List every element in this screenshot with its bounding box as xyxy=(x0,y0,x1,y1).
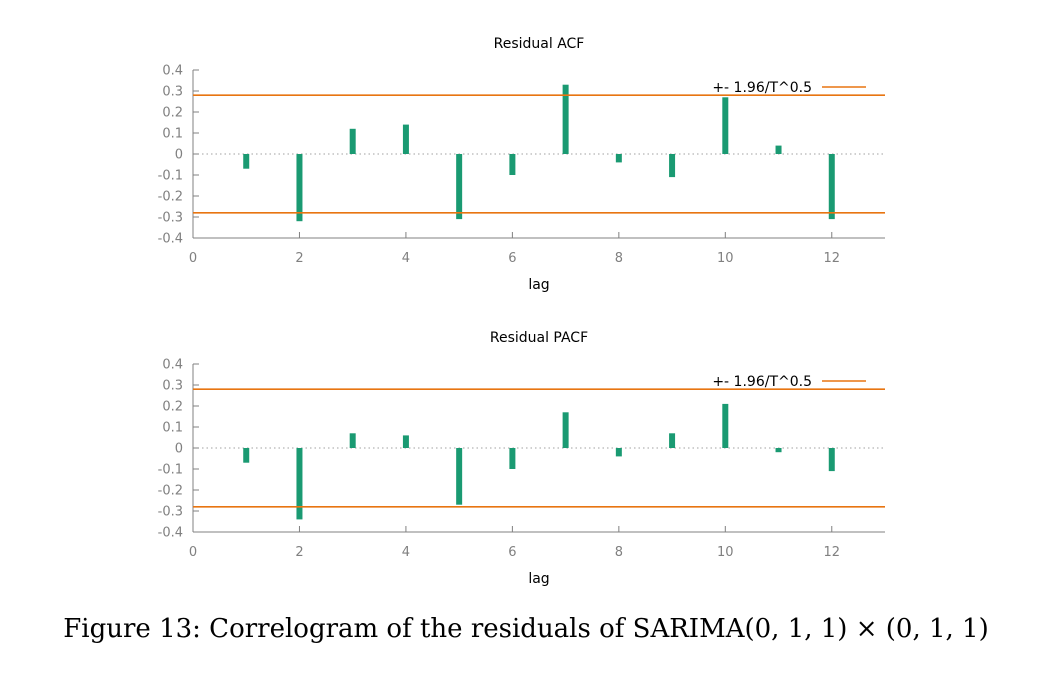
y-tick-label: -0.4 xyxy=(158,232,183,247)
x-tick-label: 10 xyxy=(717,545,734,560)
figure-caption: Figure 13: Correlogram of the residuals … xyxy=(63,614,989,644)
x-tick-label: 10 xyxy=(717,251,734,266)
acf-bar-lag-7 xyxy=(562,412,569,448)
x-tick-label: 8 xyxy=(615,251,623,266)
x-tick-label: 6 xyxy=(508,545,516,560)
acf-bar-lag-11 xyxy=(775,145,782,154)
y-tick-label: -0.1 xyxy=(158,169,183,184)
acf-bar-lag-9 xyxy=(669,154,676,178)
y-tick-label: -0.3 xyxy=(158,505,183,520)
x-tick-label: 2 xyxy=(295,251,303,266)
chart-title: Residual PACF xyxy=(490,330,588,346)
acf-bar-lag-2 xyxy=(296,448,303,520)
acf-bar-lag-3 xyxy=(349,433,356,448)
y-tick-label: 0.1 xyxy=(162,127,183,142)
acf-bar-lag-1 xyxy=(243,154,250,169)
y-tick-label: 0.1 xyxy=(162,421,183,436)
acf-bar-lag-9 xyxy=(669,433,676,448)
acf-bar-lag-6 xyxy=(509,448,516,469)
y-tick-label: -0.2 xyxy=(158,484,183,499)
x-tick-label: 4 xyxy=(402,251,410,266)
y-tick-label: -0.3 xyxy=(158,211,183,226)
acf-bar-lag-3 xyxy=(349,128,356,154)
y-tick-label: 0.3 xyxy=(162,379,183,394)
acf-bar-lag-4 xyxy=(402,435,409,448)
y-tick-label: -0.4 xyxy=(158,526,183,541)
acf-bar-lag-7 xyxy=(562,84,569,154)
acf-bar-lag-2 xyxy=(296,154,303,222)
legend-label: +- 1.96/T^0.5 xyxy=(712,80,812,96)
acf-bar-lag-8 xyxy=(615,448,622,457)
acf-bar-lag-1 xyxy=(243,448,250,463)
x-tick-label: 2 xyxy=(295,545,303,560)
chart-panel-2: Residual PACF 0.4 0.3 0.2 0.1 0 -0.1 -0.2 -0.3 -0… xyxy=(158,330,885,587)
acf-bar-lag-11 xyxy=(775,448,782,453)
acf-bar-lag-10 xyxy=(722,403,729,448)
y-tick-label: 0 xyxy=(175,442,183,457)
y-tick-label: -0.2 xyxy=(158,190,183,205)
x-tick-label: 4 xyxy=(402,545,410,560)
x-tick-label: 0 xyxy=(189,545,197,560)
x-tick-label: 12 xyxy=(823,251,840,266)
y-tick-label: 0.4 xyxy=(162,64,183,79)
y-tick-label: 0 xyxy=(175,148,183,163)
acf-bar-lag-10 xyxy=(722,97,729,154)
y-tick-label: 0.3 xyxy=(162,85,183,100)
x-tick-label: 0 xyxy=(189,251,197,266)
acf-bar-lag-6 xyxy=(509,154,516,175)
legend-label: +- 1.96/T^0.5 xyxy=(712,374,812,390)
y-tick-label: 0.2 xyxy=(162,106,183,121)
acf-bar-lag-5 xyxy=(456,154,463,220)
x-axis-title: lag xyxy=(528,277,549,293)
x-axis-title: lag xyxy=(528,571,549,587)
x-tick-label: 12 xyxy=(823,545,840,560)
acf-bar-lag-12 xyxy=(828,448,835,472)
acf-bar-lag-4 xyxy=(402,124,409,154)
y-tick-label: -0.1 xyxy=(158,463,183,478)
x-tick-label: 8 xyxy=(615,545,623,560)
x-tick-label: 6 xyxy=(508,251,516,266)
acf-bar-lag-5 xyxy=(456,448,463,505)
chart-panel-1: Residual ACF 0.4 0.3 0.2 0.1 0 -0.1 -0.2 -0.3 -0.… xyxy=(158,36,885,293)
y-tick-label: 0.2 xyxy=(162,400,183,415)
acf-bar-lag-8 xyxy=(615,154,622,163)
acf-bar-lag-12 xyxy=(828,154,835,220)
y-tick-label: 0.4 xyxy=(162,358,183,373)
chart-title: Residual ACF xyxy=(494,36,585,52)
